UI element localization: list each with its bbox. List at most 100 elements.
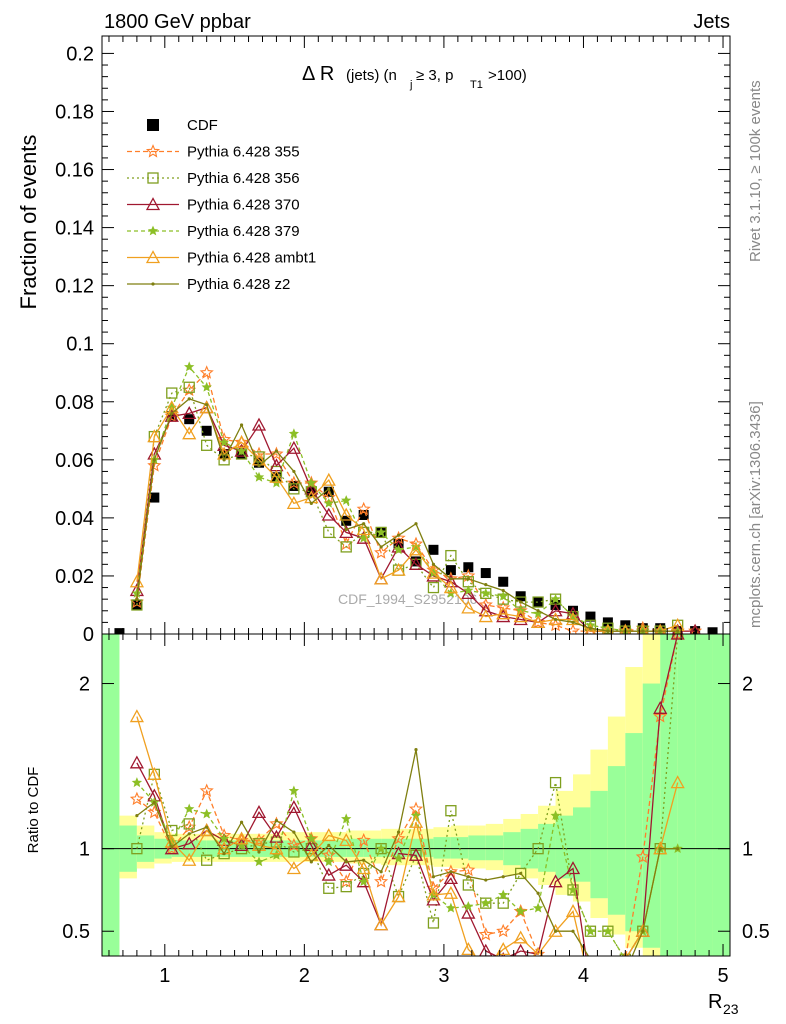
- y-tick-label: 0.06: [55, 450, 94, 472]
- ratio-point: [443, 864, 458, 878]
- data-point: [323, 497, 334, 508]
- band-inner-bin: [485, 835, 504, 861]
- data-point: [205, 403, 209, 407]
- data-point: [641, 629, 645, 633]
- ratio-point: [344, 860, 348, 864]
- data-point: [218, 436, 230, 447]
- ratio-point: [129, 755, 144, 769]
- data-point: [147, 458, 162, 472]
- ratio-point: [519, 871, 523, 876]
- data-point: [414, 522, 418, 526]
- ratio-plot-marks: [129, 634, 685, 978]
- ratio-point: [553, 929, 558, 933]
- ratio-point: [239, 820, 244, 824]
- ratio-point: [374, 874, 389, 888]
- main-plot-marks: [114, 361, 718, 634]
- ratio-point: [478, 927, 493, 941]
- ratio-point: [653, 709, 668, 723]
- data-point: [184, 414, 195, 425]
- legend-marker: [147, 119, 159, 131]
- data-point: [426, 565, 441, 579]
- data-point: [129, 574, 144, 588]
- rivet-label: Rivet 3.1.10, ≥ 100k events: [747, 80, 764, 262]
- ratio-point: [306, 833, 317, 844]
- data-point: [391, 562, 406, 576]
- data-point: [519, 600, 523, 604]
- ratio-point: [602, 967, 614, 978]
- data-point: [449, 577, 453, 581]
- data-point: [182, 406, 197, 420]
- band-inner-bin: [712, 634, 730, 956]
- ratio-point: [653, 700, 668, 714]
- ratio-point: [234, 831, 249, 845]
- ratio-point: [565, 904, 581, 918]
- ratio-point: [550, 958, 562, 969]
- data-point: [199, 365, 214, 379]
- ratio-point: [513, 943, 528, 956]
- y-tick-label: 0.1: [66, 334, 94, 356]
- legend-entry-1: Pythia 6.428 355: [127, 144, 300, 161]
- data-point: [463, 562, 474, 573]
- ratio-series-line: [136, 782, 678, 956]
- data-point: [201, 439, 213, 451]
- data-point: [218, 454, 230, 466]
- ratio-point: [340, 880, 352, 893]
- band-inner-bin: [433, 837, 451, 859]
- ratio-point: [496, 923, 511, 938]
- ratio-tick-label-left: 2: [79, 674, 90, 696]
- y-tick-label: 0.2: [66, 43, 94, 65]
- ratio-point: [565, 861, 581, 875]
- header-right: Jets: [693, 11, 730, 33]
- legend-marker: [147, 172, 159, 184]
- data-point: [374, 545, 389, 559]
- ratio-point: [550, 810, 561, 821]
- ratio-point: [147, 767, 162, 781]
- data-point: [606, 629, 610, 633]
- data-point: [445, 565, 456, 576]
- ratio-point: [670, 634, 685, 640]
- data-point: [461, 600, 476, 614]
- data-point: [411, 556, 421, 567]
- ratio-tick-label-left: 1: [79, 839, 90, 861]
- ratio-series-line: [136, 634, 679, 956]
- ratio-point: [274, 818, 279, 823]
- ratio-tick-label-right: 0.5: [742, 921, 770, 943]
- data-point: [184, 361, 195, 372]
- band-inner-bin: [590, 790, 608, 899]
- ratio-series-5: [135, 747, 680, 956]
- data-point: [183, 381, 195, 393]
- data-point: [340, 541, 352, 553]
- data-point: [707, 627, 718, 634]
- data-point: [480, 568, 491, 579]
- legend-entry-5: Pythia 6.428 ambt1: [127, 250, 316, 267]
- band-inner-bin: [538, 823, 556, 872]
- legend-label: Pythia 6.428 379: [187, 223, 300, 240]
- legend-entry-2: Pythia 6.428 356: [127, 170, 300, 187]
- data-point: [149, 492, 160, 503]
- ratio-point: [408, 847, 424, 861]
- data-point: [222, 458, 226, 462]
- ratio-point: [480, 960, 492, 971]
- x-tick-label: 5: [717, 965, 728, 987]
- band-inner-bin: [450, 837, 469, 859]
- x-axis-label-sub: 23: [723, 1001, 739, 1017]
- data-point: [254, 457, 264, 468]
- data-point: [496, 609, 511, 623]
- ratio-point: [286, 800, 301, 814]
- ratio-point: [129, 709, 144, 723]
- band-inner-bin: [555, 815, 573, 879]
- data-point: [321, 507, 336, 521]
- ratio-point: [602, 967, 614, 978]
- data-point: [536, 609, 540, 613]
- data-point: [253, 451, 265, 463]
- main-title: Δ R (jets) (n j ≥ 3, p T1 >100): [302, 63, 527, 91]
- x-axis-label: R: [708, 991, 722, 1013]
- ratio-point: [286, 861, 301, 875]
- ratio-point: [498, 889, 509, 900]
- data-point: [553, 617, 558, 622]
- main-title-sub: (jets) (n: [346, 67, 397, 84]
- ratio-point: [445, 902, 457, 913]
- ratio-point: [321, 867, 336, 881]
- data-point: [114, 628, 125, 634]
- data-point: [513, 612, 528, 626]
